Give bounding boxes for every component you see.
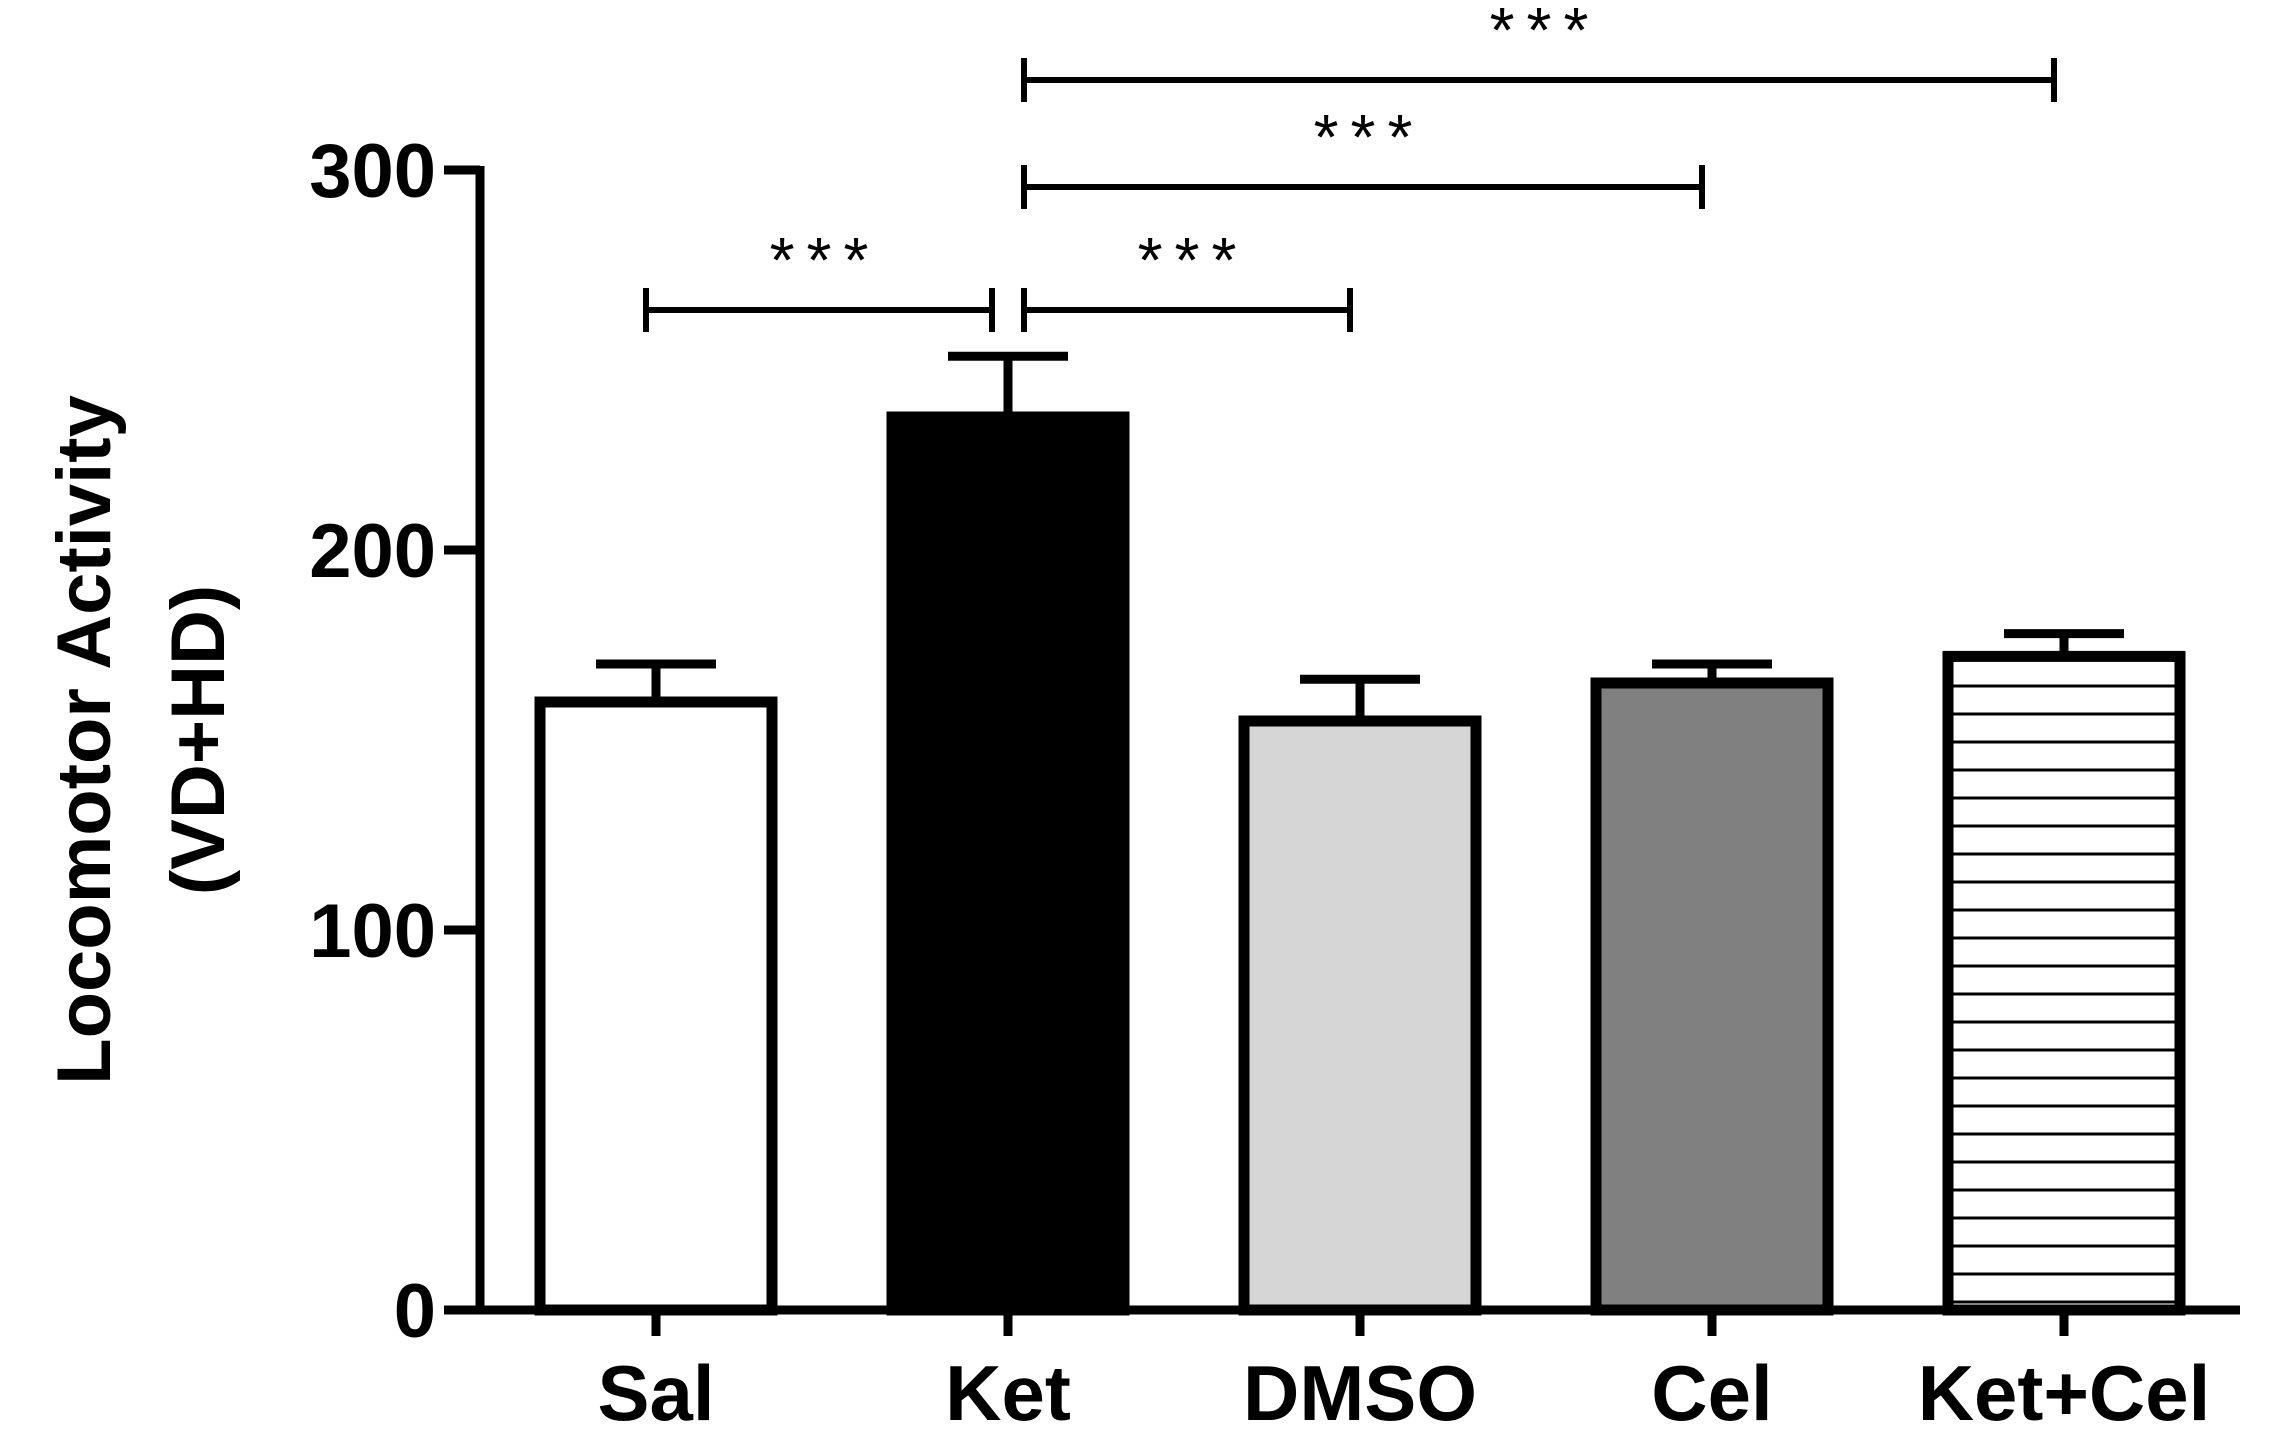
x-tick-label-dmso: DMSO (1243, 1349, 1477, 1437)
x-tick-label-ket: Ket (945, 1349, 1071, 1437)
error-bar-ket-cel (2004, 629, 2124, 657)
y-axis-title-line-2: (VD+HD) (156, 585, 241, 895)
bar-cel (1590, 677, 1834, 1316)
bar-ket (886, 411, 1130, 1316)
significance-bracket-ket-vs-dmso (1021, 288, 1353, 332)
error-bars (596, 351, 2124, 721)
error-bar-ket (948, 351, 1068, 417)
x-tick-label-ket-cel: Ket+Cel (1918, 1349, 2211, 1437)
x-tick-label-cel: Cel (1651, 1349, 1772, 1437)
bar-sal (534, 696, 778, 1316)
y-tick-label-300: 300 (309, 129, 436, 214)
y-tick-label-0: 0 (394, 1269, 436, 1354)
significance-label-ket-vs-ket-cel: *** (1490, 0, 1601, 66)
bars (534, 411, 2186, 1316)
bar-ket-cel (1942, 650, 2186, 1316)
y-axis: 0 100 200 300 (309, 129, 485, 1354)
error-bar-dmso (1300, 674, 1420, 721)
significance-bracket-sal-vs-ket (643, 288, 995, 332)
y-axis-title-line-1: Locomotor Activity (42, 395, 127, 1085)
bar-dmso (1238, 715, 1482, 1316)
error-bar-sal (596, 659, 716, 702)
error-bar-cel (1652, 659, 1772, 683)
significance-brackets: *** *** *** *** (643, 0, 2057, 332)
significance-bracket-ket-vs-ket-cel (1021, 58, 2057, 102)
y-tick-label-100: 100 (309, 889, 436, 974)
x-axis: Sal Ket DMSO Cel Ket+Cel (476, 1305, 2240, 1437)
significance-label-ket-vs-dmso: *** (1138, 224, 1249, 296)
y-axis-title: Locomotor Activity (VD+HD) (42, 395, 241, 1085)
x-tick-label-sal: Sal (597, 1349, 714, 1437)
significance-label-ket-vs-cel: *** (1314, 101, 1425, 173)
significance-bracket-ket-vs-cel (1021, 165, 1705, 209)
y-tick-label-200: 200 (309, 509, 436, 594)
significance-label-sal-vs-ket: *** (770, 224, 881, 296)
